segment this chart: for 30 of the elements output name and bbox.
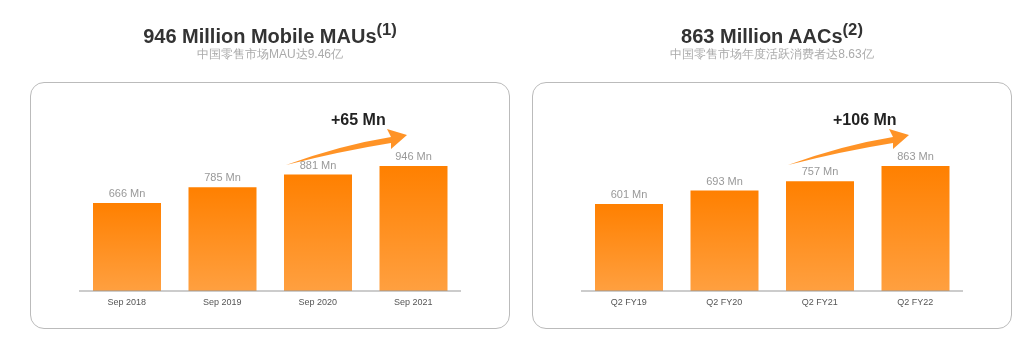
bar bbox=[786, 181, 854, 291]
bar bbox=[595, 203, 663, 291]
bar bbox=[284, 174, 352, 291]
x-tick-label: Sep 2019 bbox=[202, 297, 242, 308]
bar bbox=[188, 187, 257, 291]
text: +106 Mn bbox=[833, 111, 897, 129]
data-label: 863 Mn bbox=[897, 150, 934, 162]
data-label: 881 Mn bbox=[299, 158, 337, 171]
x-tick-label: Q2 FY21 bbox=[801, 297, 838, 308]
data-label: 757 Mn bbox=[801, 165, 839, 178]
x-tick-label: Q2 FY22 bbox=[897, 297, 934, 308]
bar bbox=[881, 166, 950, 291]
chart-subtitle: 中国零售市场年度活跃消费者达8.63亿 bbox=[669, 46, 875, 63]
data-label: 785 Mn bbox=[204, 171, 241, 184]
data-label: 666 Mn bbox=[108, 187, 146, 199]
chart-subtitle: 中国零售市场MAU达9.46亿 bbox=[196, 46, 344, 63]
bar bbox=[690, 190, 759, 291]
text: +65 Mn bbox=[331, 111, 386, 129]
x-tick-label: Q2 FY20 bbox=[706, 297, 743, 308]
x-tick-label: Sep 2018 bbox=[107, 297, 147, 308]
bar bbox=[379, 166, 448, 291]
data-label: 601 Mn bbox=[610, 187, 648, 200]
chart-title: 863 Million AACs$^{(2)}$ bbox=[680, 20, 864, 48]
data-label: 946 Mn bbox=[395, 150, 432, 162]
x-tick-label: Sep 2021 bbox=[393, 297, 433, 308]
x-tick-label: Q2 FY19 bbox=[610, 297, 647, 308]
data-label: 693 Mn bbox=[706, 174, 743, 187]
x-tick-label: Sep 2020 bbox=[298, 297, 338, 308]
bar bbox=[93, 203, 161, 291]
chart-title: 946 Million Mobile MAUs$^{(1)}$ bbox=[142, 20, 398, 48]
